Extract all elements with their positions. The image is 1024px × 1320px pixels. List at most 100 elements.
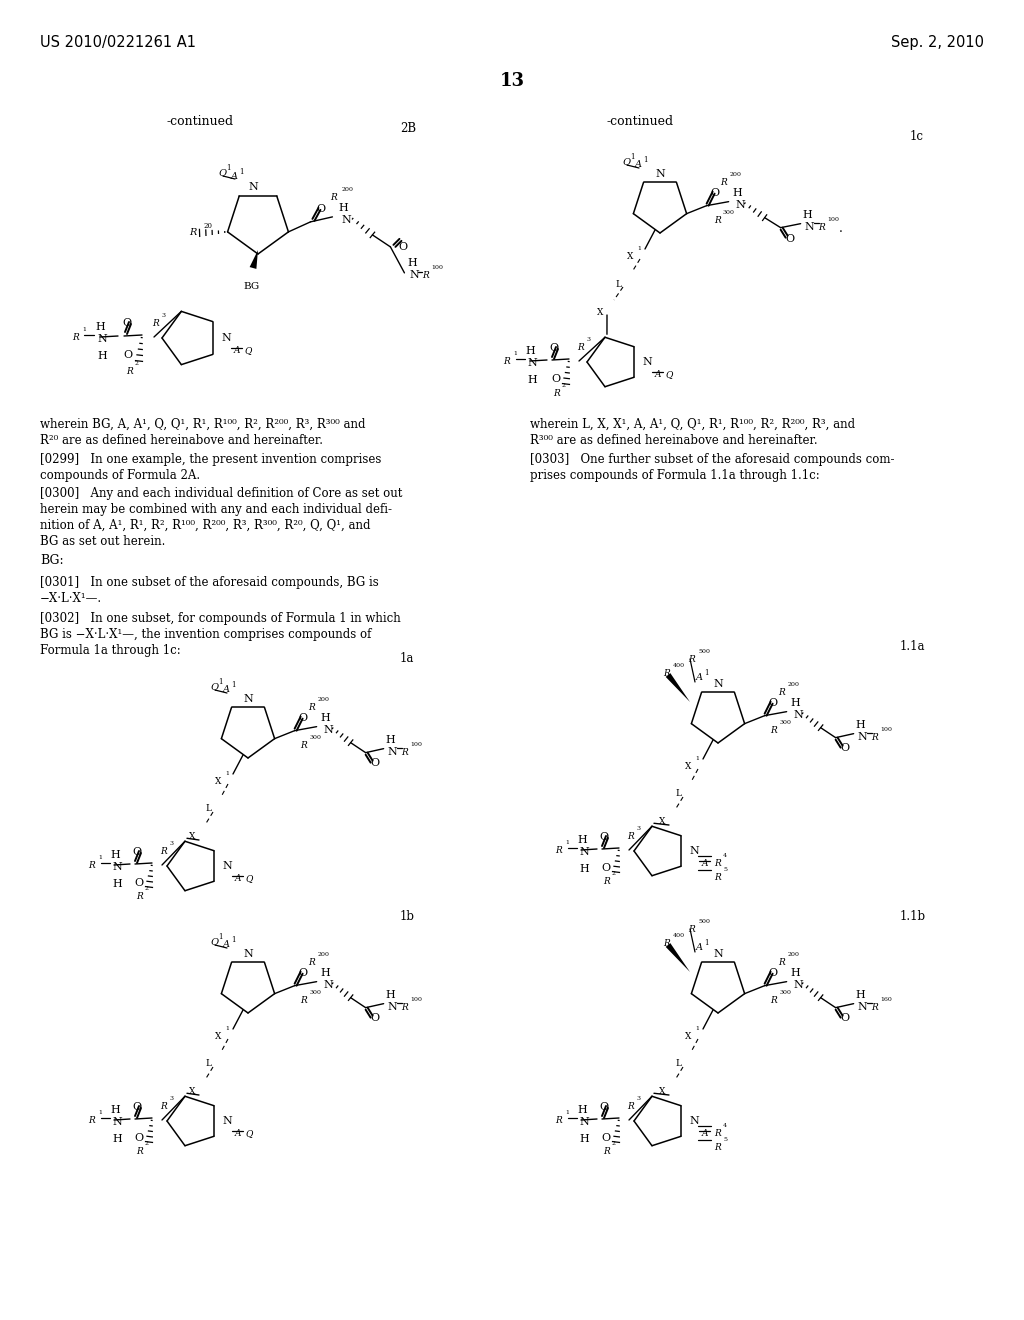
Text: O: O (134, 878, 143, 888)
Text: 3: 3 (636, 826, 640, 832)
Text: A: A (234, 346, 241, 355)
Text: N: N (527, 358, 537, 368)
Text: N: N (221, 333, 230, 343)
Text: A: A (223, 685, 230, 694)
Text: 200: 200 (341, 187, 353, 191)
Text: O: O (299, 968, 308, 978)
Text: O: O (371, 1012, 380, 1023)
Text: H: H (386, 735, 395, 744)
Text: N: N (222, 861, 231, 871)
Text: R: R (715, 215, 721, 224)
Text: X: X (215, 1032, 221, 1041)
Text: X: X (189, 1086, 196, 1096)
Text: R: R (160, 847, 167, 855)
Text: 3: 3 (636, 1096, 640, 1101)
Text: O: O (134, 1133, 143, 1143)
Text: X: X (627, 252, 634, 261)
Text: R: R (160, 1102, 167, 1111)
Text: prises compounds of Formula 1.1a through 1.1c:: prises compounds of Formula 1.1a through… (530, 469, 820, 482)
Text: R: R (126, 367, 133, 376)
Text: nition of A, A¹, R¹, R², R¹⁰⁰, R²⁰⁰, R³, R³⁰⁰, R²⁰, Q, Q¹, and: nition of A, A¹, R¹, R², R¹⁰⁰, R²⁰⁰, R³,… (40, 519, 371, 532)
Text: N: N (97, 334, 106, 345)
Text: O: O (769, 968, 778, 978)
Text: N: N (324, 725, 334, 735)
Polygon shape (666, 942, 690, 972)
Text: R: R (714, 873, 721, 882)
Text: O: O (769, 698, 778, 708)
Text: 3: 3 (161, 313, 165, 318)
Text: 400: 400 (673, 933, 685, 939)
Text: R: R (88, 861, 95, 870)
Text: R: R (627, 1102, 634, 1111)
Text: R²⁰ are as defined hereinabove and hereinafter.: R²⁰ are as defined hereinabove and herei… (40, 434, 323, 447)
Text: R: R (423, 271, 429, 280)
Text: N: N (689, 1115, 698, 1126)
Text: 1: 1 (225, 771, 229, 776)
Text: O: O (299, 713, 308, 722)
Text: H: H (791, 968, 801, 978)
Text: N: N (222, 1115, 231, 1126)
Text: 1a: 1a (400, 652, 415, 665)
Text: 1: 1 (225, 1026, 229, 1031)
Text: N: N (341, 215, 351, 224)
Text: H: H (321, 713, 331, 722)
Text: BG:: BG: (40, 554, 63, 568)
Text: L: L (615, 280, 621, 289)
Text: BG is −X·L·X¹—, the invention comprises compounds of: BG is −X·L·X¹—, the invention comprises … (40, 628, 372, 642)
Text: 20: 20 (204, 222, 213, 230)
Text: R: R (771, 995, 777, 1005)
Text: R: R (663, 939, 670, 948)
Text: 1: 1 (218, 678, 222, 686)
Text: R: R (301, 741, 307, 750)
Text: A: A (696, 673, 703, 682)
Text: A: A (223, 940, 230, 949)
Text: O: O (122, 318, 131, 327)
Text: N: N (112, 1117, 122, 1127)
Text: H: H (110, 850, 120, 861)
Text: N: N (243, 694, 253, 704)
Text: R: R (72, 333, 79, 342)
Text: Q: Q (210, 682, 218, 690)
Text: 1: 1 (705, 939, 709, 946)
Text: 3: 3 (169, 841, 173, 846)
Text: R: R (401, 747, 409, 756)
Text: N: N (112, 862, 122, 873)
Text: A: A (234, 874, 242, 883)
Text: O: O (398, 242, 408, 252)
Text: 1b: 1b (400, 909, 415, 923)
Text: R: R (603, 1147, 609, 1156)
Text: 1: 1 (695, 756, 699, 762)
Text: O: O (123, 350, 132, 360)
Text: R: R (555, 846, 562, 855)
Text: 100: 100 (881, 726, 893, 731)
Text: R: R (778, 688, 785, 697)
Text: N: N (388, 747, 397, 756)
Text: H: H (97, 351, 106, 360)
Text: US 2010/0221261 A1: US 2010/0221261 A1 (40, 36, 196, 50)
Text: Formula 1a through 1c:: Formula 1a through 1c: (40, 644, 181, 657)
Text: 1: 1 (705, 669, 709, 677)
Text: 300: 300 (779, 990, 792, 995)
Text: 2: 2 (135, 360, 139, 366)
Text: -continued: -continued (167, 115, 233, 128)
Text: N: N (794, 710, 804, 719)
Text: A: A (231, 172, 238, 181)
Text: N: N (642, 356, 651, 367)
Text: O: O (316, 203, 326, 214)
Text: N: N (388, 1002, 397, 1011)
Text: 4: 4 (723, 1123, 727, 1129)
Text: 200: 200 (730, 172, 741, 177)
Text: 200: 200 (317, 952, 330, 957)
Text: BG: BG (243, 282, 259, 290)
Text: 300: 300 (723, 210, 734, 215)
Text: O: O (599, 832, 608, 842)
Text: 1: 1 (637, 246, 641, 251)
Text: 160: 160 (881, 997, 893, 1002)
Text: X: X (215, 777, 221, 785)
Text: N: N (243, 949, 253, 960)
Text: 3: 3 (169, 1096, 173, 1101)
Text: 1: 1 (239, 168, 244, 176)
Text: -continued: -continued (606, 115, 674, 128)
Text: herein may be combined with any and each individual defi-: herein may be combined with any and each… (40, 503, 392, 516)
Text: N: N (579, 847, 589, 857)
